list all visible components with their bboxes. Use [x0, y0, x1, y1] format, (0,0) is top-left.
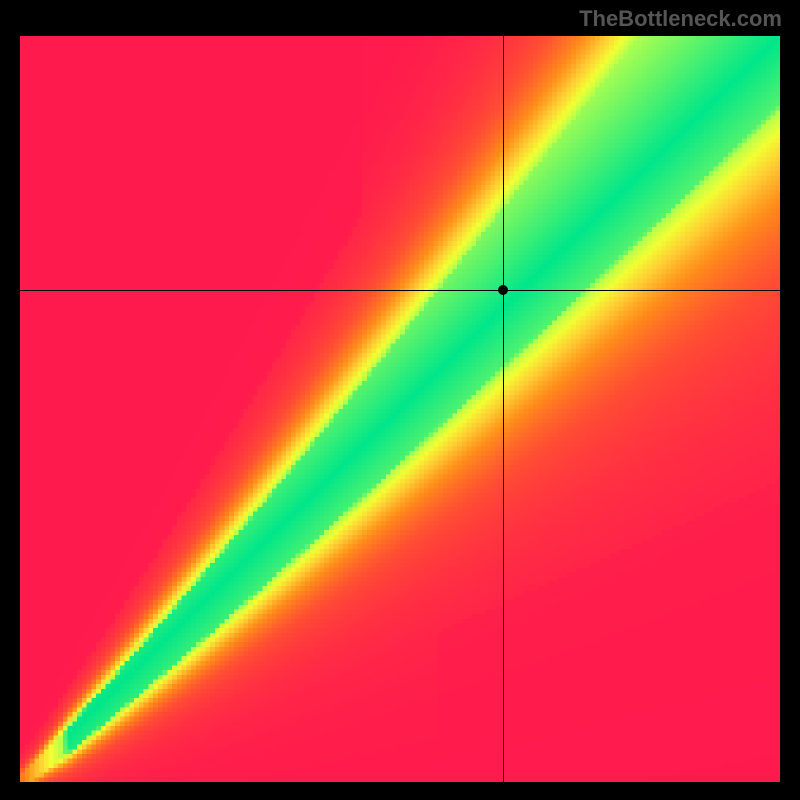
bottleneck-heatmap [20, 36, 780, 782]
watermark-text: TheBottleneck.com [579, 6, 782, 32]
crosshair-horizontal [20, 290, 780, 291]
crosshair-point [498, 285, 508, 295]
crosshair-vertical [503, 36, 504, 782]
heatmap-canvas [20, 36, 780, 782]
